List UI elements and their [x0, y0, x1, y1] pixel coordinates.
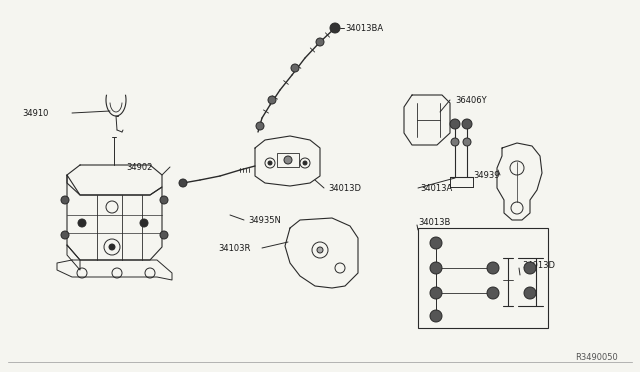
Text: 34910: 34910 [22, 109, 49, 118]
Circle shape [487, 262, 499, 274]
Circle shape [268, 161, 272, 165]
Circle shape [140, 219, 148, 227]
Text: 34103R: 34103R [218, 244, 250, 253]
Circle shape [109, 244, 115, 250]
Circle shape [430, 287, 442, 299]
Circle shape [160, 231, 168, 239]
Text: R3490050: R3490050 [575, 353, 618, 362]
Circle shape [462, 119, 472, 129]
Circle shape [524, 287, 536, 299]
Circle shape [450, 119, 460, 129]
Circle shape [487, 287, 499, 299]
Text: 34939: 34939 [473, 170, 499, 180]
Circle shape [317, 247, 323, 253]
Circle shape [160, 196, 168, 204]
Bar [418, 228, 548, 328]
Circle shape [268, 96, 276, 104]
Circle shape [291, 64, 299, 72]
Circle shape [430, 237, 442, 249]
Circle shape [524, 262, 536, 274]
Text: 34902: 34902 [126, 163, 152, 171]
Circle shape [430, 310, 442, 322]
Circle shape [316, 38, 324, 46]
Text: 34013A: 34013A [420, 183, 452, 192]
Text: 36406Y: 36406Y [455, 96, 486, 105]
Circle shape [61, 196, 69, 204]
Circle shape [179, 179, 187, 187]
Circle shape [256, 122, 264, 130]
Circle shape [463, 138, 471, 146]
Circle shape [284, 156, 292, 164]
Circle shape [61, 231, 69, 239]
Bar [277, 153, 299, 167]
Circle shape [451, 138, 459, 146]
Text: 34935N: 34935N [248, 215, 281, 224]
Text: 34013D: 34013D [328, 183, 361, 192]
Circle shape [330, 23, 340, 33]
Text: 34013BA: 34013BA [345, 23, 383, 32]
Text: 34013D: 34013D [522, 260, 555, 269]
Circle shape [303, 161, 307, 165]
Circle shape [430, 262, 442, 274]
Text: 34013B: 34013B [418, 218, 451, 227]
Circle shape [78, 219, 86, 227]
